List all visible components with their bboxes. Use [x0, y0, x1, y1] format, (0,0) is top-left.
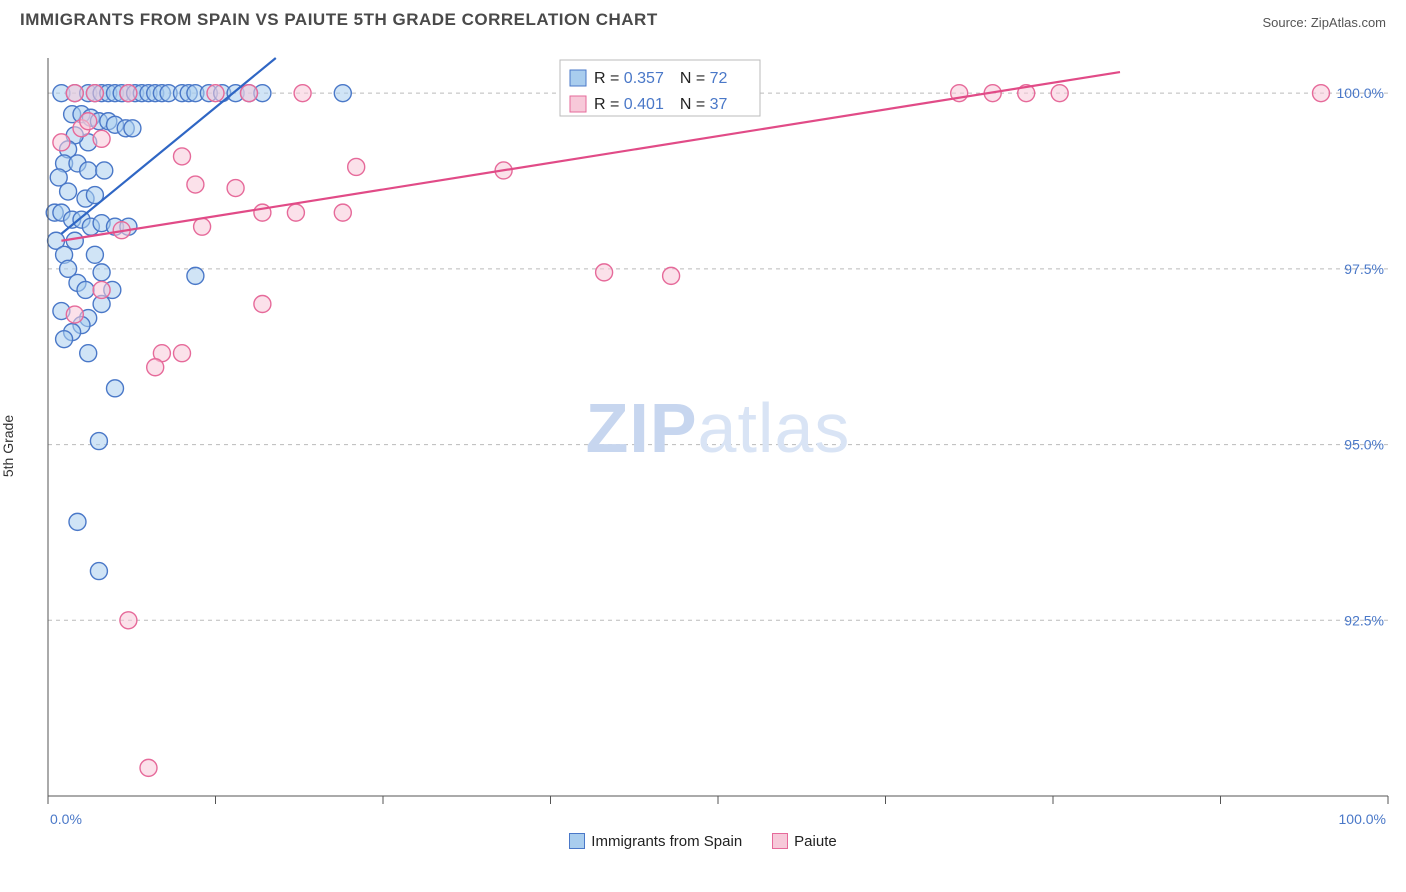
svg-text:0.0%: 0.0% [50, 811, 82, 827]
legend-item-spain: Immigrants from Spain [569, 833, 742, 850]
legend-swatch-paiute [772, 833, 788, 849]
svg-text:100.0%: 100.0% [1337, 85, 1384, 101]
svg-text:97.5%: 97.5% [1344, 261, 1384, 277]
correlation-chart: 5th Grade 92.5% 95.0% 97.5% 100.0% ZIPatlas 0… [0, 36, 1406, 856]
y-axis-label: 5th Grade [0, 415, 16, 477]
svg-text:100.0%: 100.0% [1339, 811, 1386, 827]
svg-text:92.5%: 92.5% [1344, 612, 1384, 628]
legend-swatch-spain [569, 833, 585, 849]
svg-text:ZIPatlas: ZIPatlas [586, 389, 851, 467]
legend-bottom: Immigrants from Spain Paiute [0, 833, 1406, 850]
chart-svg: 92.5% 95.0% 97.5% 100.0% ZIPatlas 0.0% 100.0% R… [0, 36, 1406, 856]
svg-text:R = 0.401 N = 37: R = 0.401 N = 37 [594, 96, 728, 113]
svg-text:95.0%: 95.0% [1344, 437, 1384, 453]
page-title: IMMIGRANTS FROM SPAIN VS PAIUTE 5TH GRAD… [20, 10, 658, 30]
legend-label-spain: Immigrants from Spain [591, 833, 742, 850]
source-attribution: Source: ZipAtlas.com [1262, 15, 1386, 30]
svg-text:R = 0.357 N = 72: R = 0.357 N = 72 [594, 70, 728, 87]
legend-item-paiute: Paiute [772, 833, 837, 850]
legend-label-paiute: Paiute [794, 833, 837, 850]
